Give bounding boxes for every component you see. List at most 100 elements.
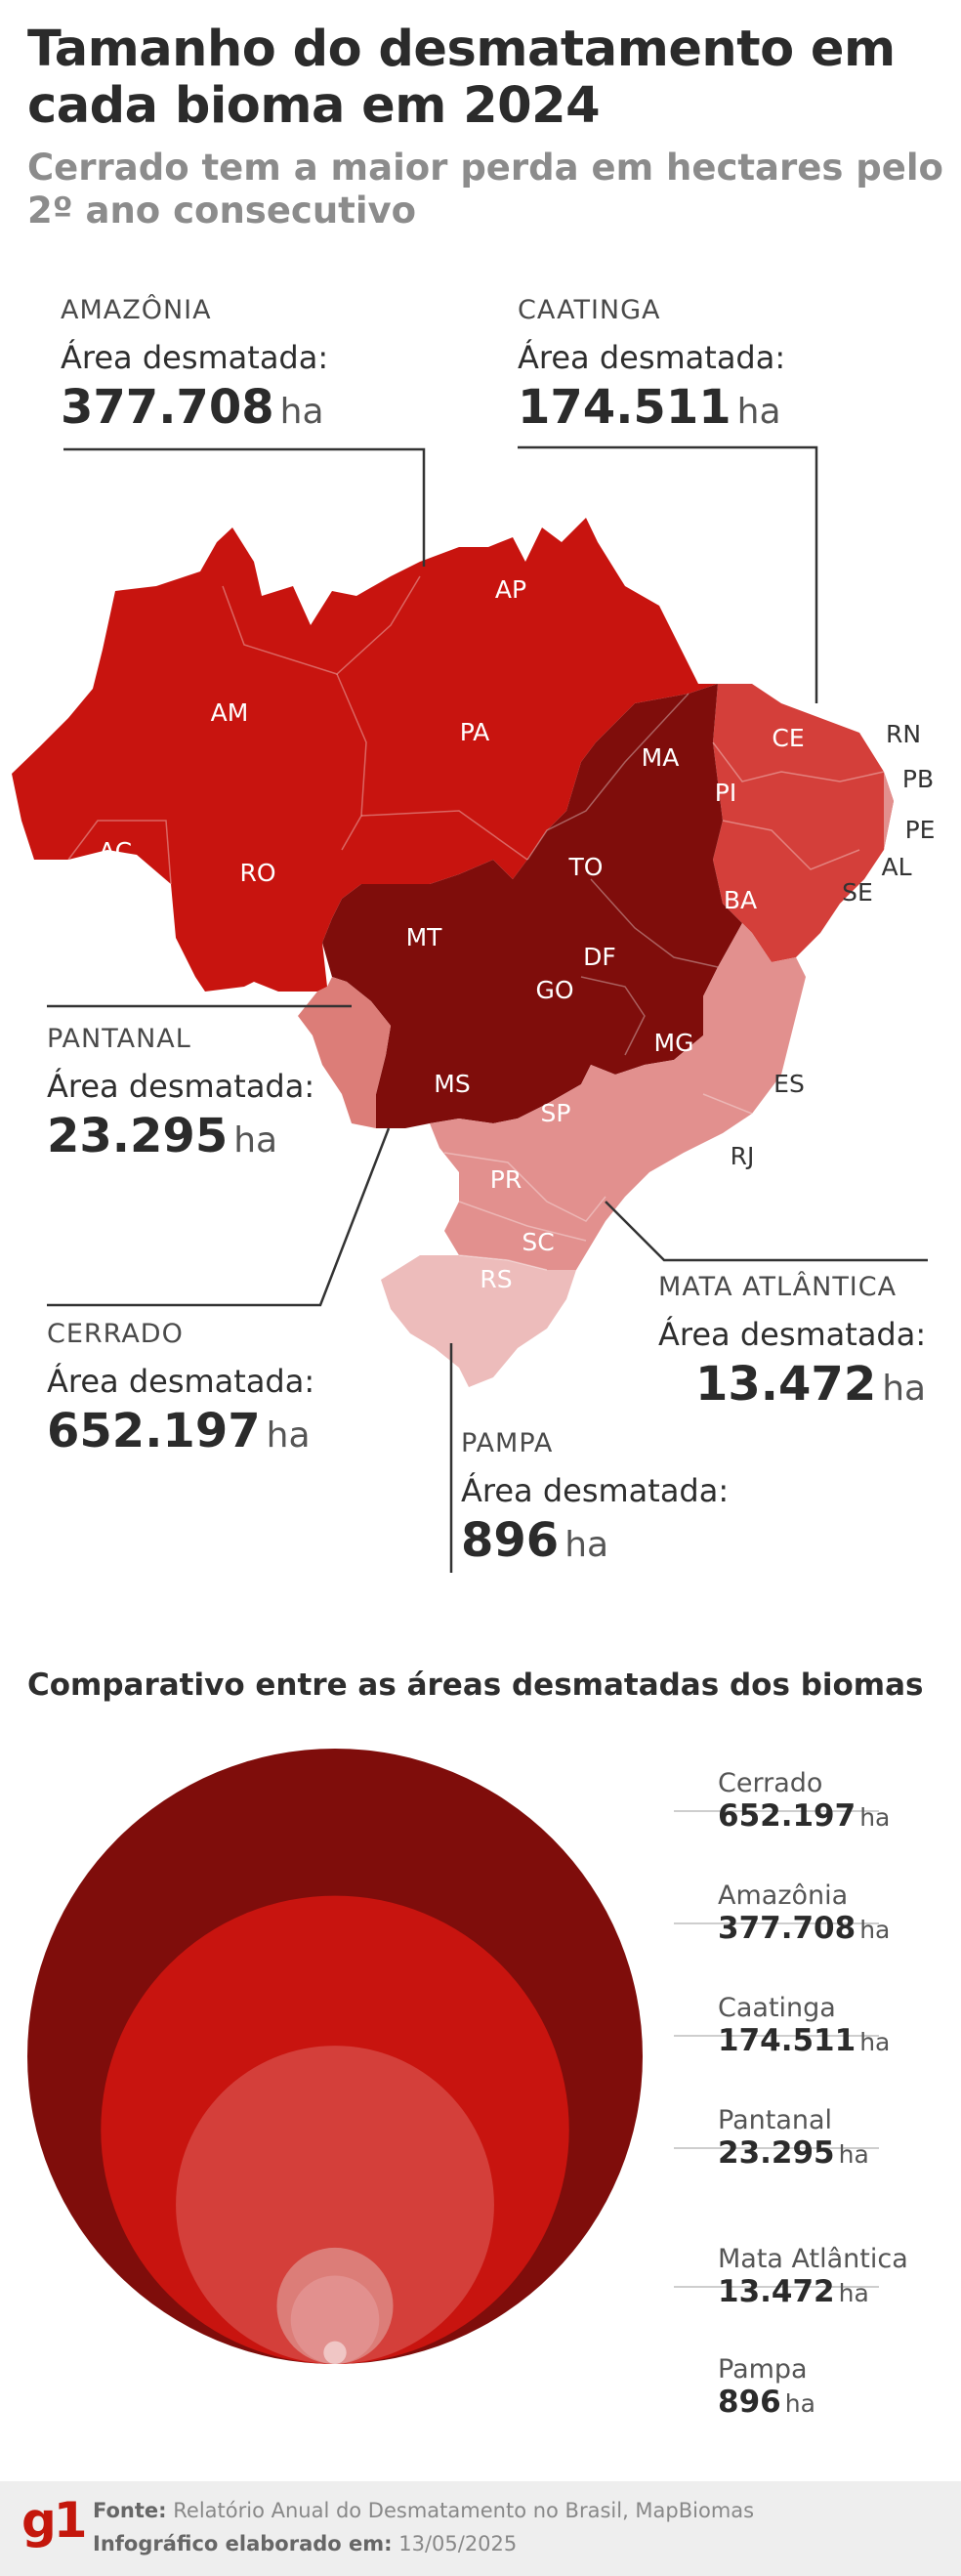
page-title: Tamanho do desmatamento em cada bioma em… bbox=[27, 21, 896, 135]
date-label: Infográfico elaborado em: bbox=[93, 2532, 393, 2555]
map-region-amazonia bbox=[12, 518, 718, 992]
legend-item-value: 174.511 ha bbox=[718, 2023, 890, 2058]
state-label-se: SE bbox=[842, 878, 873, 907]
legend-item-name: Mata Atlântica bbox=[718, 2244, 908, 2274]
biome-name: AMAZÔNIA bbox=[61, 295, 212, 325]
state-borders bbox=[67, 575, 885, 1271]
legend-value-number: 13.472 bbox=[718, 2274, 835, 2309]
callout-cerrado: CERRADO Área desmatada: 652.197 ha bbox=[47, 1319, 314, 1458]
state-label-rj: RJ bbox=[731, 1142, 755, 1170]
legend-value-number: 896 bbox=[718, 2385, 781, 2420]
legend-item-name: Amazônia bbox=[718, 1880, 849, 1911]
legend-item-name: Cerrado bbox=[718, 1768, 823, 1798]
value-unit: ha bbox=[882, 1369, 927, 1409]
biome-name: PAMPA bbox=[461, 1428, 554, 1458]
value-number: 652.197 bbox=[47, 1404, 261, 1458]
leader-line-mata-atlantica bbox=[605, 1201, 928, 1262]
state-label-pi: PI bbox=[715, 779, 736, 807]
biome-value: 13.472 ha bbox=[658, 1357, 926, 1412]
biome-value: 377.708 ha bbox=[61, 380, 328, 435]
leader-line-caatinga bbox=[518, 445, 818, 703]
biome-value: 23.295 ha bbox=[47, 1109, 314, 1163]
state-label-ce: CE bbox=[772, 724, 804, 752]
legend-item: Mata Atlântica 13.472 ha bbox=[718, 2244, 908, 2309]
page-subtitle: Cerrado tem a maior perda em hectares pe… bbox=[27, 147, 943, 232]
biome-value: 652.197 ha bbox=[47, 1404, 314, 1458]
value-number: 23.295 bbox=[47, 1109, 229, 1163]
callout-caatinga: CAATINGA Área desmatada: 174.511 ha bbox=[518, 295, 785, 435]
value-unit: ha bbox=[564, 1525, 609, 1565]
state-label-pa: PA bbox=[460, 718, 490, 746]
biome-name: PANTANAL bbox=[47, 1024, 191, 1054]
map-region-caatinga bbox=[713, 684, 894, 962]
area-label: Área desmatada: bbox=[61, 339, 329, 376]
state-label-rr: RR bbox=[259, 562, 293, 590]
state-label-pb: PB bbox=[902, 765, 934, 793]
area-label: Área desmatada: bbox=[518, 339, 786, 376]
area-label: Área desmatada: bbox=[47, 1363, 315, 1400]
legend-item-value: 13.472 ha bbox=[718, 2274, 908, 2309]
legend-item-name: Pampa bbox=[718, 2354, 808, 2385]
state-label-ap: AP bbox=[495, 575, 526, 604]
biome-name: CERRADO bbox=[47, 1319, 184, 1349]
legend-item-name: Caatinga bbox=[718, 1993, 836, 2023]
area-label: Área desmatada: bbox=[47, 1068, 315, 1105]
value-unit: ha bbox=[736, 392, 781, 432]
legend-item-name: Pantanal bbox=[718, 2105, 833, 2135]
source-label: Fonte: bbox=[93, 2499, 167, 2522]
legend-connector-lines bbox=[674, 1810, 879, 2288]
state-label-sc: SC bbox=[522, 1228, 554, 1256]
area-label: Área desmatada: bbox=[658, 1316, 927, 1353]
bubble-mata-atlântica bbox=[290, 2275, 380, 2364]
state-label-rn: RN bbox=[886, 720, 921, 748]
state-label-mg: MG bbox=[654, 1029, 694, 1057]
map-region-mata-atlantica bbox=[430, 772, 894, 1270]
state-label-mt: MT bbox=[406, 923, 443, 951]
legend-value-unit: ha bbox=[784, 2389, 815, 2418]
area-label: Área desmatada: bbox=[461, 1472, 730, 1509]
legend-value-number: 23.295 bbox=[718, 2135, 835, 2171]
bubble-comparison-chart bbox=[27, 1749, 879, 2364]
state-label-ba: BA bbox=[724, 886, 757, 914]
map-region-pantanal bbox=[298, 977, 391, 1128]
footer bbox=[0, 2481, 961, 2576]
legend-value-number: 377.708 bbox=[718, 1911, 857, 1946]
state-label-pr: PR bbox=[490, 1165, 522, 1194]
bubble-caatinga bbox=[176, 2046, 494, 2364]
legend-value-unit: ha bbox=[859, 2028, 891, 2056]
state-label-ro: RO bbox=[239, 859, 275, 887]
footer-date: Infográfico elaborado em: 13/05/2025 bbox=[93, 2532, 517, 2555]
value-number: 13.472 bbox=[695, 1357, 877, 1412]
map-region-pampa bbox=[381, 1255, 576, 1387]
value-unit: ha bbox=[266, 1415, 311, 1456]
value-unit: ha bbox=[233, 1120, 278, 1161]
value-number: 174.511 bbox=[518, 380, 731, 435]
state-label-sp: SP bbox=[541, 1099, 571, 1127]
state-label-ms: MS bbox=[434, 1070, 470, 1098]
biome-name: CAATINGA bbox=[518, 295, 661, 325]
state-label-df: DF bbox=[583, 943, 616, 971]
state-label-al: AL bbox=[881, 853, 911, 881]
state-label-ac: AC bbox=[99, 837, 132, 866]
leader-line-amazonia bbox=[63, 447, 426, 567]
legend-item-value: 23.295 ha bbox=[718, 2135, 869, 2171]
legend-value-unit: ha bbox=[838, 2279, 869, 2307]
legend-value-unit: ha bbox=[838, 2140, 869, 2169]
legend-item-value: 377.708 ha bbox=[718, 1911, 890, 1946]
callout-pantanal: PANTANAL Área desmatada: 23.295 ha bbox=[47, 1024, 314, 1163]
date-text: 13/05/2025 bbox=[398, 2532, 518, 2555]
state-label-go: GO bbox=[535, 976, 573, 1004]
biome-value: 174.511 ha bbox=[518, 380, 785, 435]
leader-lines bbox=[47, 445, 928, 1573]
state-label-am: AM bbox=[211, 698, 249, 727]
legend-item-value: 896 ha bbox=[718, 2385, 815, 2420]
value-number: 896 bbox=[461, 1513, 560, 1568]
state-label-ma: MA bbox=[642, 743, 680, 772]
bubble-group bbox=[27, 1749, 643, 2364]
legend-value-unit: ha bbox=[859, 1803, 891, 1832]
footer-source: Fonte: Relatório Anual do Desmatamento n… bbox=[93, 2499, 754, 2522]
leader-line-cerrado bbox=[47, 1127, 391, 1307]
value-number: 377.708 bbox=[61, 380, 274, 435]
g1-logo: g1 bbox=[21, 2492, 88, 2549]
legend-value-unit: ha bbox=[859, 1916, 891, 1944]
